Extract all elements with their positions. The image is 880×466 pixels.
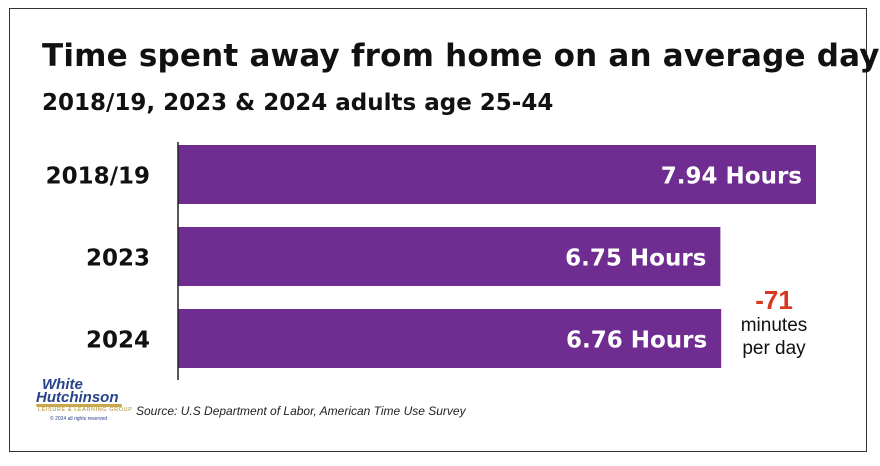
bar-value-label-2: 6.76 Hours bbox=[566, 328, 707, 354]
difference-unit-line2: per day bbox=[742, 338, 806, 359]
bar-0 bbox=[178, 145, 816, 204]
bar-1 bbox=[178, 227, 721, 286]
category-label-0: 2018/19 bbox=[46, 164, 150, 190]
logo-line1: White bbox=[42, 376, 83, 393]
difference-unit-line1: minutes bbox=[740, 315, 808, 336]
bar-value-label-0: 7.94 Hours bbox=[661, 164, 802, 190]
source-note: Source: U.S Department of Labor, America… bbox=[136, 404, 466, 418]
category-label-2: 2024 bbox=[86, 328, 150, 354]
difference-annotation: -71 minutes per day bbox=[724, 286, 824, 360]
logo-copyright: © 2024 all rights reserved bbox=[50, 416, 108, 422]
logo-swoosh-icon bbox=[36, 404, 122, 407]
bar-value-label-1: 6.75 Hours bbox=[565, 246, 706, 272]
bar-2 bbox=[178, 309, 722, 368]
logo-tagline: LEISURE & LEARNING GROUP bbox=[38, 407, 133, 413]
logo-line2: Hutchinson bbox=[36, 389, 119, 406]
chart-subtitle: 2018/19, 2023 & 2024 adults age 25-44 bbox=[42, 90, 554, 116]
category-label-1: 2023 bbox=[86, 246, 150, 272]
difference-value: -71 bbox=[755, 285, 793, 315]
chart-title: Time spent away from home on an average … bbox=[42, 38, 880, 74]
white-hutchinson-logo: White Hutchinson LEISURE & LEARNING GROU… bbox=[34, 376, 134, 426]
